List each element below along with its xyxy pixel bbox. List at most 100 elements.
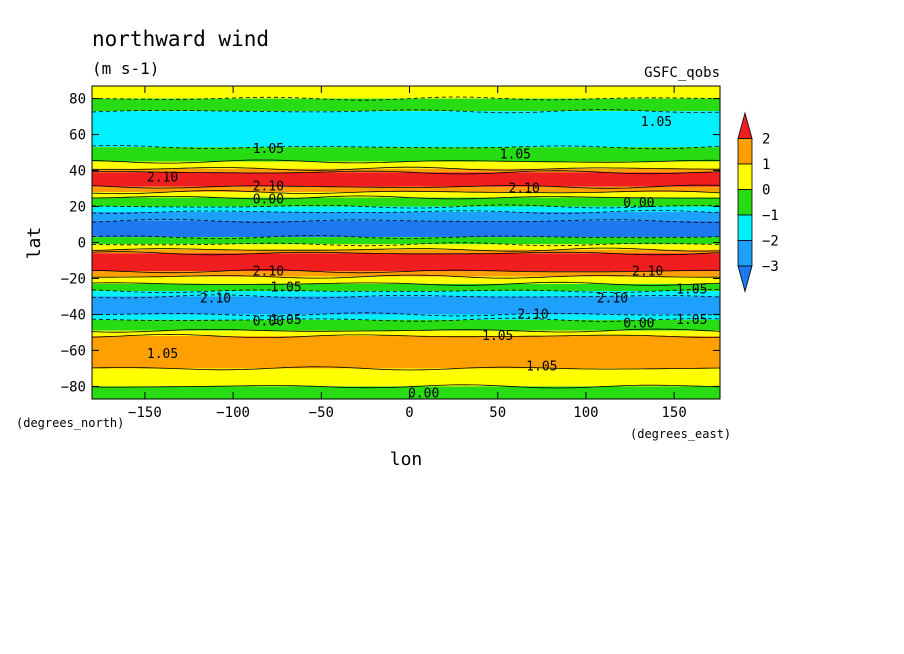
band-19 <box>92 283 720 292</box>
contour-26 <box>91 384 721 389</box>
x-axis-label: lon <box>390 449 423 470</box>
contour-17 <box>92 274 720 279</box>
x-tick-label: 50 <box>489 405 506 421</box>
x-tick-label: 150 <box>661 405 686 421</box>
colorbar-segment <box>737 163 753 190</box>
source-label: GSFC_qobs <box>644 65 720 81</box>
colorbar-segment <box>737 138 753 165</box>
colorbar-top-arrow <box>737 111 753 139</box>
band-1 <box>92 98 720 112</box>
band-9 <box>92 197 720 207</box>
x-tick-label: −50 <box>309 405 334 421</box>
contour-8 <box>91 195 720 200</box>
contour-label-16: 0.00 <box>623 316 654 331</box>
contour-label-19: 1.05 <box>482 329 513 344</box>
band-20 <box>92 291 720 297</box>
band-11 <box>92 211 720 221</box>
x-tick-label: −150 <box>128 405 162 421</box>
contour-7 <box>91 190 721 195</box>
contour-label-11: 1.05 <box>676 282 707 297</box>
contour-label-0: 1.05 <box>253 142 284 157</box>
y-tick-label: −80 <box>61 379 86 395</box>
colorbar-segment <box>737 189 753 216</box>
contour-label-20: 1.05 <box>147 347 178 362</box>
contour-5 <box>91 170 721 175</box>
contour-label-4: 2.10 <box>509 182 540 197</box>
band-25 <box>92 336 720 369</box>
y-axis-label: lat <box>24 227 45 260</box>
contour-label-8: 2.10 <box>253 264 284 279</box>
colorbar-segment <box>737 214 753 241</box>
contour-label-9: 2.10 <box>632 264 663 279</box>
band-18 <box>92 276 720 284</box>
band-13 <box>92 237 720 245</box>
band-12 <box>92 220 720 238</box>
band-6 <box>92 172 720 187</box>
band-15 <box>92 249 720 254</box>
band-22 <box>92 314 720 320</box>
contour-25 <box>91 366 721 371</box>
colorbar-label: −3 <box>762 259 779 275</box>
contour-lines <box>91 96 721 389</box>
contour-label-3: 2.10 <box>147 171 178 186</box>
y-units-label: (degrees_north) <box>16 416 124 430</box>
x-tick-label: 100 <box>573 405 598 421</box>
contour-23 <box>91 328 721 333</box>
contour-3 <box>91 159 721 164</box>
colorbar-label: −2 <box>762 234 779 250</box>
colorbar-label: 1 <box>762 157 770 173</box>
contour-label-18: 1.05 <box>676 313 707 328</box>
y-tick-label: −20 <box>61 271 86 287</box>
band-14 <box>92 244 720 250</box>
chart-title: northward wind <box>92 27 269 51</box>
contour-label-21: 1.05 <box>526 360 557 375</box>
band-16 <box>92 253 720 272</box>
x-tick-label: −100 <box>216 405 250 421</box>
contour-18 <box>91 281 721 286</box>
contour-label-2: 1.05 <box>500 147 531 162</box>
band-3 <box>92 147 720 162</box>
contour-24 <box>91 333 721 338</box>
colorbar-bottom-arrow <box>737 265 753 294</box>
contour-label-22: 0.00 <box>408 387 439 402</box>
x-axis-ticks: −150 −100 −50 0 50 100 150 <box>128 86 687 421</box>
colorbar-label: 2 <box>762 132 770 148</box>
colorbar-label: 0 <box>762 183 770 199</box>
contour-label-17: 1.05 <box>270 313 301 328</box>
colorbar-segment <box>737 240 753 267</box>
y-tick-label: 40 <box>69 164 86 180</box>
band-5 <box>92 168 720 173</box>
band-26 <box>92 368 720 387</box>
y-tick-label: 0 <box>78 236 86 252</box>
contour-label-13: 2.10 <box>597 291 628 306</box>
contour-label-14: 2.10 <box>517 307 548 322</box>
band-7 <box>92 186 720 193</box>
band-4 <box>92 161 720 169</box>
contour-15 <box>91 251 721 256</box>
band-17 <box>92 271 720 277</box>
y-tick-label: 60 <box>69 128 86 144</box>
x-units-label: (degrees_east) <box>630 427 731 441</box>
contour-label-7: 0.00 <box>623 196 654 211</box>
y-axis-ticks: −80 −60 −40 −20 0 20 40 60 80 <box>61 92 720 395</box>
y-tick-label: −40 <box>61 307 86 323</box>
x-tick-label: 0 <box>405 405 413 421</box>
contour-16 <box>91 269 720 274</box>
colorbar: 2 1 0 −1 −2 −3 <box>737 111 779 294</box>
band-24 <box>92 330 720 337</box>
y-tick-label: 20 <box>69 200 86 216</box>
heatmap-bands <box>92 86 720 399</box>
y-tick-label: −60 <box>61 343 86 359</box>
contour-4 <box>91 166 720 171</box>
chart-units: (m s-1) <box>92 59 159 78</box>
contour-label-15: 0.00 <box>253 315 284 330</box>
band-23 <box>92 319 720 331</box>
band-0 <box>92 86 720 99</box>
contour-6 <box>91 184 721 189</box>
contour-labels: 1.05 1.05 1.05 2.10 2.10 2.10 0.00 0.00 2.10 2.10… <box>147 115 708 402</box>
band-27 <box>92 386 720 399</box>
contour-label-1: 1.05 <box>641 115 672 130</box>
y-tick-label: 80 <box>69 92 86 108</box>
contour-label-6: 0.00 <box>253 192 284 207</box>
